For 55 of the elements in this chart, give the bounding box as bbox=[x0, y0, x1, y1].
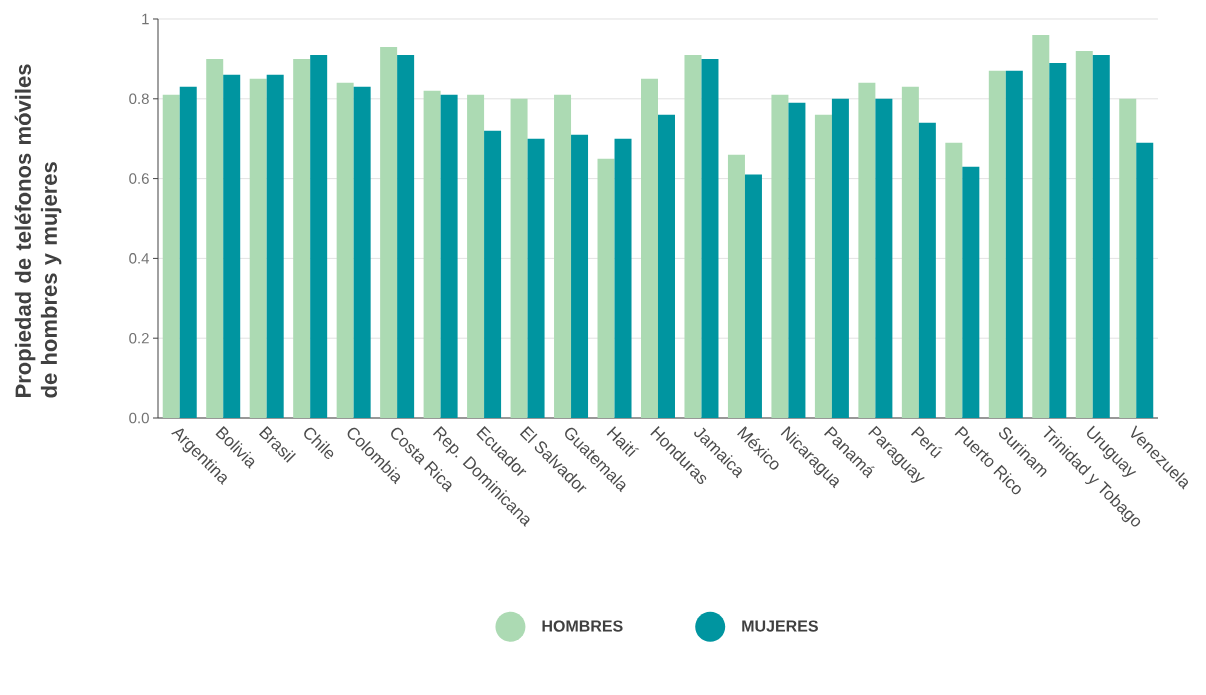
bar bbox=[380, 46, 398, 418]
y-tick-label: 0.2 bbox=[129, 332, 149, 344]
bar bbox=[962, 166, 980, 418]
bar bbox=[727, 154, 745, 418]
y-tick-label: 1 bbox=[142, 13, 149, 25]
bar bbox=[831, 98, 849, 418]
y-tick-label: 0.6 bbox=[129, 173, 149, 184]
bar bbox=[467, 94, 485, 418]
bar bbox=[1136, 142, 1154, 418]
bar bbox=[684, 54, 702, 418]
bar bbox=[918, 122, 936, 418]
legend-label: MUJERES bbox=[742, 620, 818, 632]
y-axis-title: Propiedad de teléfonos móviles de hombres y mujeres bbox=[14, 64, 62, 398]
bar bbox=[1092, 54, 1110, 418]
bar bbox=[657, 114, 675, 418]
bar bbox=[945, 142, 963, 418]
bar bbox=[179, 86, 197, 418]
bar bbox=[1049, 62, 1067, 418]
bar bbox=[814, 114, 832, 418]
y-tick-label: 0.0 bbox=[129, 412, 149, 424]
bar bbox=[1119, 98, 1137, 418]
bar bbox=[249, 78, 267, 418]
bar bbox=[162, 94, 180, 418]
bar bbox=[701, 58, 719, 418]
bar bbox=[353, 86, 371, 418]
y-tick-label: 0.8 bbox=[129, 93, 149, 105]
bar bbox=[527, 138, 545, 418]
bar bbox=[901, 86, 919, 418]
bar bbox=[423, 90, 441, 418]
bar bbox=[1032, 34, 1050, 418]
bar bbox=[875, 98, 893, 418]
legend-label: HOMBRES bbox=[542, 620, 623, 632]
bar bbox=[1075, 50, 1093, 418]
bar bbox=[293, 58, 311, 418]
bar bbox=[640, 78, 658, 418]
bar bbox=[988, 70, 1006, 418]
bar bbox=[771, 94, 789, 418]
bar bbox=[440, 94, 458, 418]
bar bbox=[223, 74, 241, 418]
bar bbox=[484, 130, 502, 418]
bar bbox=[336, 82, 354, 418]
bar bbox=[858, 82, 876, 418]
y-tick-label: 0.4 bbox=[129, 253, 150, 264]
bar bbox=[614, 138, 632, 418]
bar bbox=[788, 102, 806, 418]
bar bbox=[266, 74, 284, 418]
bar bbox=[206, 58, 224, 418]
bar bbox=[310, 54, 328, 418]
bar bbox=[397, 54, 415, 418]
bar bbox=[554, 94, 572, 418]
bar bbox=[571, 134, 589, 418]
bar bbox=[510, 98, 528, 418]
bar bbox=[597, 158, 615, 418]
bar bbox=[1005, 70, 1023, 418]
bar bbox=[744, 174, 762, 418]
